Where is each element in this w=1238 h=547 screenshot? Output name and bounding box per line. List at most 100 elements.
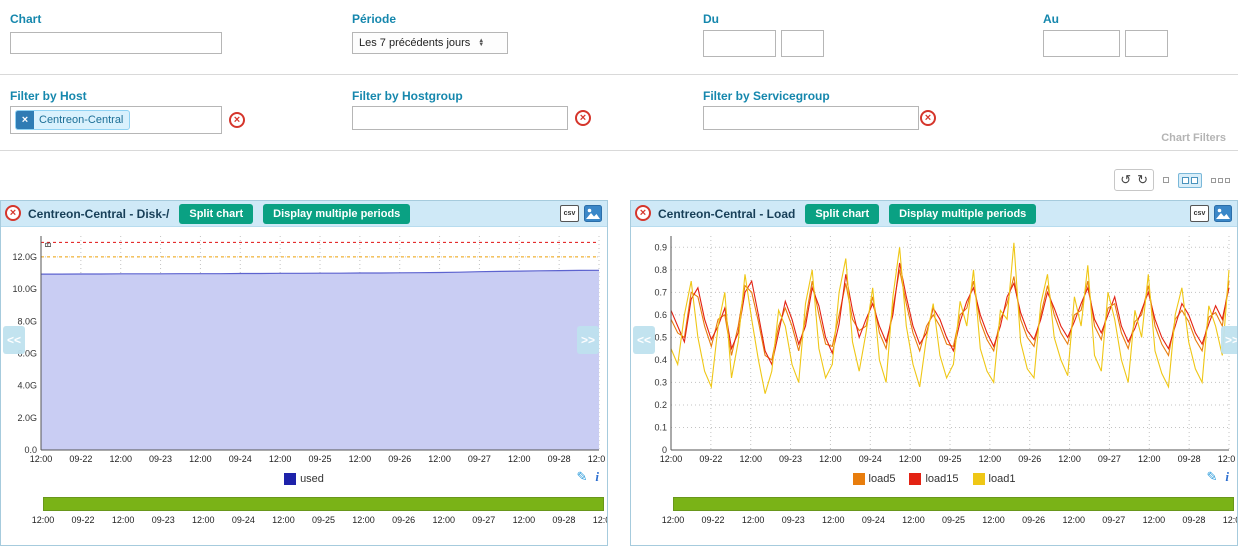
au-date-input[interactable]	[1043, 30, 1120, 57]
scroll-right-icon[interactable]: >>	[1221, 326, 1237, 354]
scroll-left-icon[interactable]: <<	[633, 326, 655, 354]
scroll-right-icon[interactable]: >>	[577, 326, 599, 354]
export-csv-icon[interactable]: csv	[1190, 205, 1209, 222]
legend-swatch	[972, 473, 985, 485]
svg-text:09-27: 09-27	[468, 454, 491, 464]
export-csv-icon[interactable]: csv	[560, 205, 579, 222]
svg-text:12:00: 12:00	[428, 454, 451, 464]
edit-chart-icon[interactable]: ✎	[576, 469, 588, 484]
chart-info-icon[interactable]: i	[595, 469, 599, 484]
layout-one-column-icon[interactable]	[1163, 177, 1169, 183]
host-chip: × Centreon-Central	[15, 110, 131, 130]
display-multiple-periods-button[interactable]: Display multiple periods	[263, 203, 411, 224]
load-chart[interactable]: 12:00 09-22 12:00 09-23 12:00 09-24 12:00 09-25…	[633, 229, 1237, 466]
svg-text:12:00: 12:00	[349, 454, 372, 464]
divider	[0, 150, 1238, 151]
svg-text:09-23: 09-23	[779, 454, 802, 464]
svg-text:0.1: 0.1	[654, 422, 667, 432]
clear-hostgroup-filter-icon[interactable]: ×	[575, 110, 591, 126]
svg-text:09-28: 09-28	[548, 454, 571, 464]
svg-text:12:00: 12:00	[269, 454, 292, 464]
header-export-icons: csv	[560, 205, 602, 222]
hostgroup-filter-input[interactable]	[352, 106, 568, 130]
chart-info-icon[interactable]: i	[1225, 469, 1229, 484]
svg-text:09-22: 09-22	[69, 454, 92, 464]
panel-header: × Centreon-Central - Disk-/ Split chart …	[1, 201, 607, 227]
svg-text:12:00: 12:00	[508, 454, 531, 464]
legend-label: load1	[988, 473, 1016, 485]
svg-text:12:00: 12:00	[588, 454, 605, 464]
svg-text:12:00: 12:00	[1218, 454, 1235, 464]
du-time-input[interactable]	[781, 30, 824, 57]
panel-title: Centreon-Central - Disk-/	[28, 206, 170, 221]
svg-text:12:00: 12:00	[899, 454, 922, 464]
svg-text:4.0G: 4.0G	[17, 381, 37, 391]
legend-item-load1[interactable]: load1	[972, 473, 1016, 485]
legend-item-load5[interactable]: load5	[852, 473, 896, 485]
chart-filter-input[interactable]	[10, 32, 222, 54]
image-export-icon[interactable]	[1214, 205, 1232, 222]
svg-text:09-22: 09-22	[699, 454, 722, 464]
legend-label: load5	[868, 473, 896, 485]
layout-two-columns-icon[interactable]	[1178, 172, 1202, 188]
layout-three-columns-icon[interactable]	[1211, 177, 1230, 183]
close-panel-icon[interactable]: ×	[635, 205, 651, 221]
svg-text:0.7: 0.7	[654, 287, 667, 297]
close-panel-icon[interactable]: ×	[5, 205, 21, 221]
svg-text:09-23: 09-23	[149, 454, 172, 464]
header-export-icons: csv	[1190, 205, 1232, 222]
chart-legend: used	[1, 469, 607, 489]
svg-text:6.0G: 6.0G	[17, 348, 37, 358]
split-chart-button[interactable]: Split chart	[179, 203, 254, 224]
split-chart-button[interactable]: Split chart	[805, 203, 880, 224]
periode-select[interactable]: Les 7 précédents jours ▲ ▼	[352, 32, 508, 54]
svg-text:0.8: 0.8	[654, 265, 667, 275]
manual-refresh-icon[interactable]: ↻	[1137, 172, 1148, 187]
legend-swatch	[852, 473, 865, 485]
svg-text:09-25: 09-25	[938, 454, 961, 464]
du-date-input[interactable]	[703, 30, 776, 57]
svg-text:0.9: 0.9	[654, 242, 667, 252]
scroll-left-icon[interactable]: <<	[3, 326, 25, 354]
select-caret-icon: ▲ ▼	[478, 38, 485, 48]
svg-text:09-24: 09-24	[229, 454, 252, 464]
chip-remove-icon[interactable]: ×	[16, 111, 34, 129]
servicegroup-filter-input[interactable]	[703, 106, 919, 130]
svg-text:12:00: 12:00	[189, 454, 212, 464]
status-timeline-bar[interactable]	[43, 497, 604, 511]
au-label: Au	[1043, 12, 1059, 26]
svg-text:09-27: 09-27	[1098, 454, 1121, 464]
svg-text:0: 0	[662, 445, 667, 455]
svg-text:09-25: 09-25	[308, 454, 331, 464]
svg-text:B: B	[44, 242, 53, 247]
host-filter-input[interactable]: × Centreon-Central	[10, 106, 222, 134]
au-time-input[interactable]	[1125, 30, 1168, 57]
svg-text:10.0G: 10.0G	[12, 284, 37, 294]
svg-text:12:00: 12:00	[739, 454, 762, 464]
svg-text:12:00: 12:00	[30, 454, 53, 464]
chart-legend: load5 load15 load1	[631, 469, 1237, 489]
chart-panel-disk: × Centreon-Central - Disk-/ Split chart …	[0, 200, 608, 546]
disk-usage-chart[interactable]: 12:00 09-22 12:00 09-23 12:00 09-24 12:00 09-25…	[3, 229, 607, 466]
svg-text:09-26: 09-26	[388, 454, 411, 464]
clear-servicegroup-filter-icon[interactable]: ×	[920, 110, 936, 126]
status-timeline-bar[interactable]	[673, 497, 1234, 511]
legend-item-load15[interactable]: load15	[909, 473, 959, 485]
edit-chart-icon[interactable]: ✎	[1206, 469, 1218, 484]
chart-filters-section-label: Chart Filters	[1161, 132, 1226, 144]
legend-item-used[interactable]: used	[284, 473, 324, 485]
auto-refresh-icon[interactable]: ↺	[1120, 172, 1132, 187]
view-toolbar: ↺ ↻	[1114, 168, 1230, 192]
svg-text:2.0G: 2.0G	[17, 413, 37, 423]
legend-label: load15	[925, 473, 959, 485]
display-multiple-periods-button[interactable]: Display multiple periods	[889, 203, 1037, 224]
svg-text:12:00: 12:00	[1138, 454, 1161, 464]
image-export-icon[interactable]	[584, 205, 602, 222]
filter-by-host-label: Filter by Host	[10, 89, 87, 103]
timeline-axis-labels: 12:00 09-22 12:00 09-23 12:00 09-24 12:00 09-25…	[31, 515, 607, 525]
clear-host-filter-icon[interactable]: ×	[229, 112, 245, 128]
svg-text:8.0G: 8.0G	[17, 316, 37, 326]
timeline-axis-labels: 12:00 09-22 12:00 09-23 12:00 09-24 12:00 09-25…	[661, 515, 1237, 525]
chart-panel-load: × Centreon-Central - Load Split chart Di…	[630, 200, 1238, 546]
